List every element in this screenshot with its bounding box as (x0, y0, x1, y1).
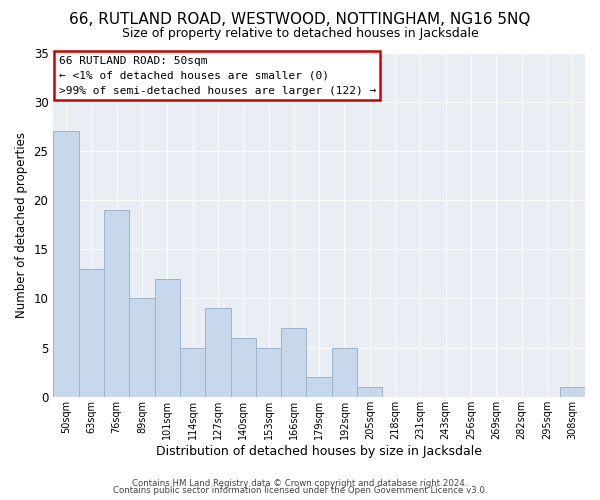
Text: Contains public sector information licensed under the Open Government Licence v3: Contains public sector information licen… (113, 486, 487, 495)
Text: Contains HM Land Registry data © Crown copyright and database right 2024.: Contains HM Land Registry data © Crown c… (132, 478, 468, 488)
Bar (230, 338, 256, 397)
Bar (307, 377, 332, 397)
Bar (256, 348, 281, 397)
Bar (180, 348, 205, 397)
Bar (53, 131, 79, 397)
Bar (79, 269, 104, 397)
X-axis label: Distribution of detached houses by size in Jacksdale: Distribution of detached houses by size … (156, 444, 482, 458)
Text: 66 RUTLAND ROAD: 50sqm
← <1% of detached houses are smaller (0)
>99% of semi-det: 66 RUTLAND ROAD: 50sqm ← <1% of detached… (59, 56, 376, 96)
Y-axis label: Number of detached properties: Number of detached properties (15, 132, 28, 318)
Text: Size of property relative to detached houses in Jacksdale: Size of property relative to detached ho… (122, 28, 478, 40)
Bar (205, 308, 230, 397)
Bar (281, 328, 307, 397)
Bar (104, 210, 129, 397)
Bar (332, 348, 357, 397)
Bar (357, 387, 382, 397)
Bar (155, 278, 180, 397)
Bar (129, 298, 155, 397)
Bar (560, 387, 585, 397)
Text: 66, RUTLAND ROAD, WESTWOOD, NOTTINGHAM, NG16 5NQ: 66, RUTLAND ROAD, WESTWOOD, NOTTINGHAM, … (70, 12, 530, 28)
